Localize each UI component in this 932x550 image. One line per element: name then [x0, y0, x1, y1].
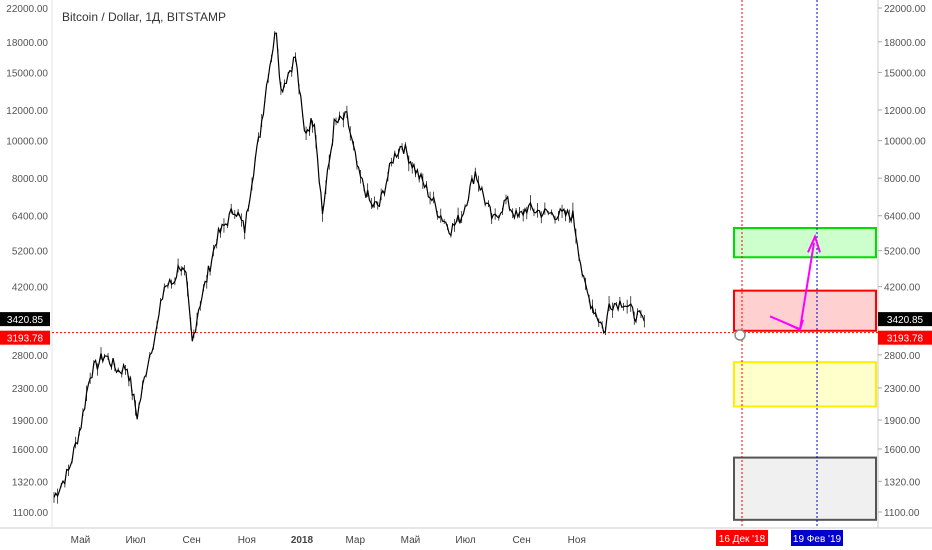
y-tick-label-left: 1900.00 — [12, 416, 49, 427]
y-tick-label-right: 5200.00 — [884, 247, 921, 258]
target-zone — [733, 361, 877, 408]
date-marker-bg — [791, 530, 843, 546]
x-tick-label: Июл — [455, 535, 475, 546]
y-tick-label-left: 1600.00 — [12, 445, 49, 456]
y-tick-label-right: 1100.00 — [884, 508, 920, 519]
y-tick-label-left: 18000.00 — [6, 38, 48, 49]
y-tick-label-left: 1100.00 — [13, 508, 49, 519]
price-label-bg-right — [878, 330, 932, 345]
date-marker-label: 19 Фев '19 — [793, 534, 842, 545]
y-tick-label-left: 10000.00 — [6, 137, 48, 148]
chart-title: Bitcoin / Dollar, 1Д, BITSTAMP — [62, 10, 226, 24]
arrow-head-down — [788, 319, 804, 332]
y-tick-label-right: 1600.00 — [884, 445, 921, 456]
x-tick-label: Май — [401, 535, 421, 546]
y-tick-label-left: 5200.00 — [12, 247, 49, 258]
price-label-bg-left — [0, 330, 50, 345]
x-tick-label: Июл — [125, 535, 145, 546]
low-point-marker — [734, 329, 746, 341]
y-tick-label-right: 4200.00 — [884, 283, 921, 294]
price-label-right: 3193.78 — [887, 334, 924, 345]
y-tick-label-right: 15000.00 — [884, 68, 926, 79]
y-tick-label-right: 8000.00 — [884, 174, 921, 185]
target-zone — [733, 456, 877, 521]
y-tick-label-left: 22000.00 — [6, 4, 48, 15]
target-zone — [733, 226, 877, 259]
x-tick-label: Ноя — [568, 535, 586, 546]
y-tick-label-right: 10000.00 — [884, 137, 926, 148]
y-tick-label-right: 2300.00 — [884, 384, 921, 395]
y-tick-label-left: 4200.00 — [12, 283, 49, 294]
price-label-bg-right — [878, 312, 932, 327]
price-label-left: 3420.85 — [7, 315, 44, 326]
y-tick-label-left: 8000.00 — [12, 174, 49, 185]
y-tick-label-right: 1900.00 — [884, 416, 921, 427]
date-marker-bg — [716, 530, 768, 546]
y-tick-label-right: 1320.00 — [884, 477, 921, 488]
y-tick-label-right: 22000.00 — [884, 4, 926, 15]
x-tick-label: 2018 — [291, 535, 314, 546]
y-tick-label-left: 2300.00 — [12, 384, 49, 395]
y-tick-label-left: 1320.00 — [12, 477, 49, 488]
date-marker-label: 16 Дек '18 — [719, 534, 766, 545]
x-tick-label: Сен — [182, 535, 200, 546]
x-tick-label: Май — [71, 535, 91, 546]
x-tick-label: Сен — [512, 535, 530, 546]
y-tick-label-right: 2800.00 — [884, 351, 921, 362]
y-tick-label-right: 12000.00 — [884, 106, 926, 117]
price-label-bg-left — [0, 312, 50, 327]
y-tick-label-left: 2800.00 — [12, 351, 49, 362]
y-tick-label-left: 15000.00 — [6, 68, 48, 79]
y-tick-label-left: 6400.00 — [12, 212, 49, 223]
x-tick-label: Ноя — [238, 535, 256, 546]
y-tick-label-right: 6400.00 — [884, 212, 921, 223]
x-tick-label: Мар — [345, 535, 365, 546]
y-tick-label-left: 12000.00 — [6, 106, 48, 117]
price-series-line — [53, 32, 645, 498]
arrow-head-up — [807, 233, 821, 253]
price-label-left: 3193.78 — [7, 334, 44, 345]
y-tick-label-right: 18000.00 — [884, 38, 926, 49]
price-label-right: 3420.85 — [887, 315, 924, 326]
